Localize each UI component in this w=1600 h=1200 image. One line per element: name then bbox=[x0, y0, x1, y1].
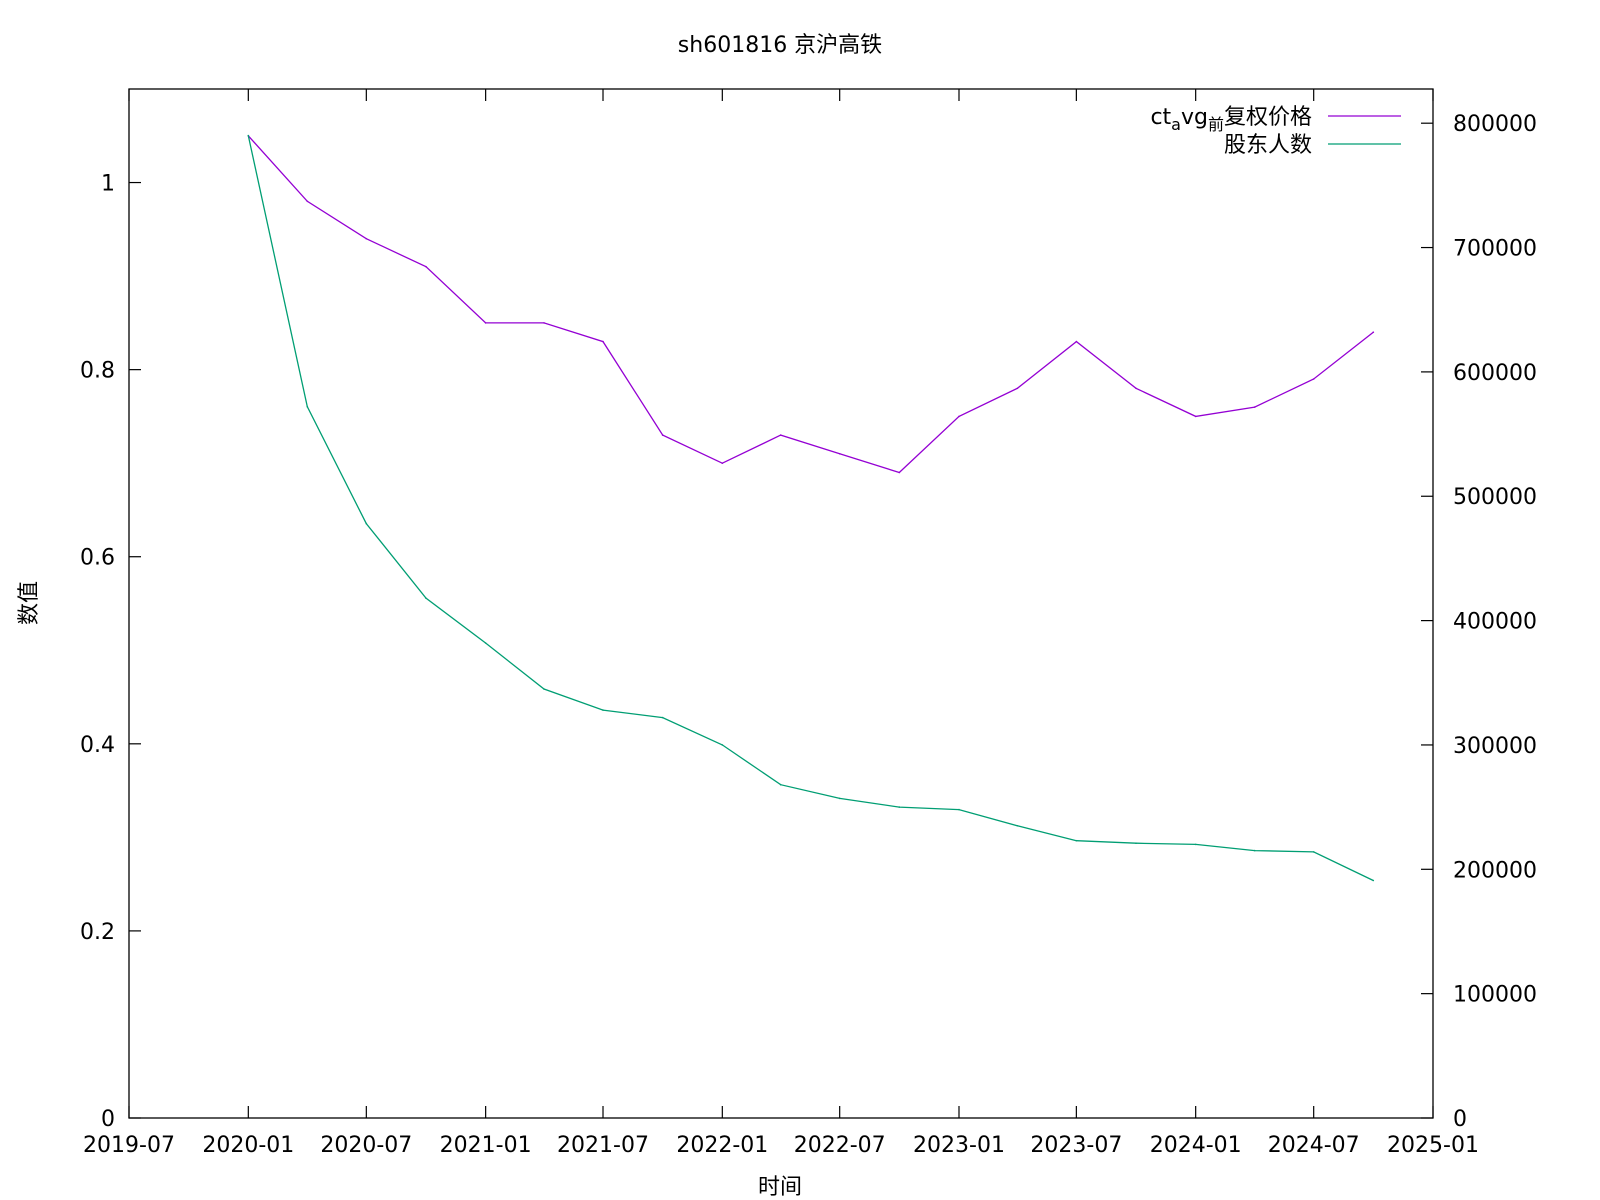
x-tick-label: 2022-01 bbox=[676, 1133, 768, 1158]
y-right-tick-label: 100000 bbox=[1453, 983, 1537, 1008]
series-line-1 bbox=[247, 135, 1374, 882]
legend: ctavg前复权价格 股东人数 bbox=[1150, 105, 1401, 158]
y-right-tick-label: 800000 bbox=[1453, 112, 1537, 137]
x-axis-label: 时间 bbox=[758, 1175, 802, 1200]
series-0-point bbox=[1016, 387, 1019, 390]
series-1-point bbox=[779, 783, 782, 786]
x-tick-label: 2023-07 bbox=[1030, 1133, 1122, 1158]
y-left-tick-label: 0 bbox=[101, 1107, 115, 1132]
y-right-tick-label: 500000 bbox=[1453, 485, 1537, 510]
series-1-point bbox=[661, 716, 664, 719]
y-axis-left: 0 0.2 0.4 0.6 0.8 1 bbox=[80, 172, 115, 1132]
series-1-point bbox=[543, 688, 545, 690]
x-tick-label: 2023-01 bbox=[913, 1133, 1005, 1158]
series-0-point bbox=[1075, 340, 1078, 343]
x-tick-label: 2021-01 bbox=[440, 1133, 532, 1158]
series-0-point bbox=[602, 340, 604, 343]
series-line-0 bbox=[247, 135, 1374, 474]
y-right-tick-label: 400000 bbox=[1453, 610, 1537, 635]
series-0-point bbox=[958, 415, 960, 418]
y-right-tick-label: 300000 bbox=[1453, 734, 1537, 759]
series-1-point bbox=[306, 405, 309, 408]
y-left-tick-label: 0.8 bbox=[80, 359, 115, 384]
y-right-tick-label: 600000 bbox=[1453, 361, 1537, 386]
series-1-point bbox=[958, 808, 960, 811]
x-tick-label: 2021-07 bbox=[557, 1133, 649, 1158]
chart-title: sh601816 京沪高铁 bbox=[678, 33, 882, 58]
series-1-point bbox=[1135, 842, 1137, 844]
series-1-point bbox=[1194, 843, 1197, 846]
series-0-point bbox=[1135, 387, 1137, 390]
x-tick-label: 2020-07 bbox=[320, 1133, 412, 1158]
y-axis-label: 数值 bbox=[17, 581, 42, 625]
series-1-point bbox=[898, 806, 901, 808]
x-axis: 2019-07 2020-01 2020-07 2021-01 2021-07 2022-… bbox=[83, 1133, 1479, 1158]
series-0-point bbox=[779, 434, 782, 436]
series-1-point bbox=[425, 597, 427, 599]
y-left-tick-label: 0.6 bbox=[80, 546, 115, 571]
legend-label-price: ctavg前复权价格 bbox=[1150, 105, 1312, 134]
series-0-point bbox=[1372, 331, 1375, 334]
series-1-point bbox=[1312, 851, 1315, 853]
series-0-point bbox=[1253, 406, 1256, 408]
series-1-point bbox=[365, 522, 368, 525]
y-right-tick-label: 0 bbox=[1453, 1107, 1467, 1132]
series-0-point bbox=[425, 265, 427, 268]
x-tick-label: 2024-01 bbox=[1150, 1133, 1242, 1158]
y-axis-right: 0 100000 200000 300000 400000 500000 600000 700… bbox=[1453, 112, 1537, 1132]
series-1-point bbox=[1016, 825, 1019, 827]
y-left-tick-label: 1 bbox=[101, 172, 115, 197]
series-1-point bbox=[1372, 879, 1375, 882]
series-1-point bbox=[602, 709, 604, 711]
series-0-point bbox=[306, 200, 309, 203]
series-1-point bbox=[721, 744, 724, 746]
series-0-point bbox=[1194, 415, 1197, 418]
series-0-point bbox=[484, 322, 487, 324]
series-1-point bbox=[247, 134, 250, 137]
y-left-tick-label: 0.2 bbox=[80, 920, 115, 945]
series-0-point bbox=[838, 453, 841, 455]
series-1-point bbox=[1253, 849, 1256, 852]
series-1-point bbox=[838, 797, 841, 800]
series-0-point bbox=[1312, 378, 1315, 380]
x-tick-label: 2020-01 bbox=[202, 1133, 294, 1158]
y-right-tick-label: 700000 bbox=[1453, 237, 1537, 262]
plot-frame bbox=[128, 88, 1434, 1119]
series-0-point bbox=[365, 237, 368, 240]
series-0-point bbox=[661, 434, 664, 436]
series-0-point bbox=[898, 471, 901, 474]
series-1-point bbox=[1075, 839, 1078, 842]
x-tick-label: 2019-07 bbox=[83, 1133, 175, 1158]
x-tick-label: 2025-01 bbox=[1387, 1133, 1479, 1158]
series-lines bbox=[247, 134, 1375, 882]
series-0-point bbox=[721, 462, 724, 465]
series-1-point bbox=[484, 642, 487, 644]
tick-marks bbox=[128, 89, 1434, 1119]
legend-label-holders: 股东人数 bbox=[1224, 133, 1312, 158]
series-0-point bbox=[543, 322, 545, 324]
y-left-tick-label: 0.4 bbox=[80, 733, 115, 758]
x-tick-label: 2024-07 bbox=[1268, 1133, 1360, 1158]
x-tick-label: 2022-07 bbox=[794, 1133, 886, 1158]
y-right-tick-label: 200000 bbox=[1453, 858, 1537, 883]
